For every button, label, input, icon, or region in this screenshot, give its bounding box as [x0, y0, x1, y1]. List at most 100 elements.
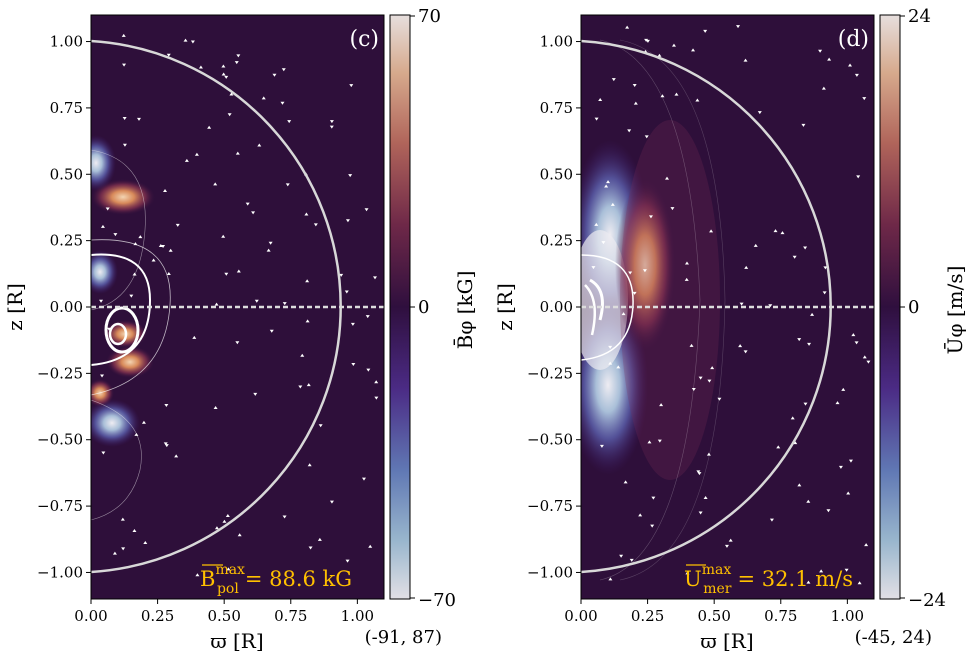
- arrow-marker: [132, 529, 137, 533]
- arrow-marker: [184, 158, 189, 162]
- arrow-marker: [862, 355, 867, 359]
- field-features: [91, 135, 171, 521]
- arrow-marker: [848, 63, 853, 67]
- arrow-marker: [801, 123, 806, 127]
- feature-blob: [620, 120, 720, 480]
- arrow-marker: [254, 299, 259, 303]
- y-tick-label: −0.75: [37, 497, 83, 515]
- y-tick-label: −0.25: [37, 364, 83, 382]
- arrow-marker: [659, 403, 664, 407]
- arrow-marker: [601, 241, 606, 245]
- arrow-marker: [629, 558, 634, 562]
- y-tick-label: −0.50: [527, 431, 573, 449]
- arrow-marker: [691, 387, 696, 391]
- arrow-marker: [633, 101, 638, 105]
- y-axis-label: z [R]: [493, 283, 517, 331]
- arrow-marker: [198, 65, 203, 69]
- arrow-marker: [819, 569, 824, 573]
- arrow-marker: [665, 176, 670, 180]
- arrow-marker: [608, 577, 613, 581]
- field-line: [584, 284, 597, 336]
- arrow-marker: [101, 451, 106, 455]
- field-line: [91, 399, 142, 521]
- arrow-marker: [366, 368, 371, 372]
- arrow-marker: [161, 244, 166, 248]
- arrow-marker: [780, 231, 785, 235]
- arrow-marker: [717, 397, 722, 401]
- arrow-marker: [305, 319, 310, 323]
- arrow-marker: [226, 567, 231, 571]
- arrow-marker: [313, 223, 318, 227]
- arrow-marker: [166, 53, 171, 57]
- arrow-marker: [234, 61, 239, 65]
- arrow-marker: [625, 25, 630, 29]
- arrow-marker: [604, 184, 609, 188]
- arrow-marker: [627, 129, 632, 133]
- arrow-marker: [304, 212, 309, 216]
- arrow-marker: [806, 580, 811, 584]
- arrow-marker: [374, 380, 379, 384]
- x-tick-label: 0.75: [274, 607, 307, 625]
- arrow-marker: [287, 120, 292, 124]
- arrow-marker: [709, 229, 714, 233]
- arrow-marker: [611, 78, 616, 82]
- arrow-marker: [844, 568, 849, 572]
- arrow-marker: [221, 64, 226, 68]
- value-range: (-91, 87): [365, 627, 442, 648]
- arrow-marker: [214, 302, 219, 306]
- arrow-marker: [792, 255, 797, 259]
- arrow-marker: [158, 243, 163, 247]
- arrow-marker: [235, 151, 240, 155]
- arrow-marker: [257, 143, 262, 147]
- x-tick-label: 0.50: [697, 607, 730, 625]
- arrow-marker: [623, 480, 628, 484]
- arrow-marker: [594, 222, 599, 226]
- x-tick-label: 0.00: [74, 607, 107, 625]
- arrow-marker: [285, 183, 290, 187]
- y-tick-label: 0.50: [50, 165, 83, 183]
- arrow-marker: [606, 180, 611, 184]
- arrow-marker: [803, 246, 808, 250]
- arrow-marker: [703, 29, 708, 33]
- arrow-marker: [268, 241, 273, 245]
- x-tick-label: 0.00: [564, 607, 597, 625]
- arrow-marker: [797, 338, 802, 342]
- arrow-marker: [163, 188, 168, 192]
- arrow-marker: [697, 472, 702, 476]
- panel-c: (c) Bmax pol = 88.6 kG 0.00 0.25 0.50 0.75 1.0…: [3, 6, 477, 653]
- arrow-marker: [349, 84, 354, 88]
- arrow-marker: [857, 581, 862, 585]
- arrow-marker: [835, 401, 840, 405]
- arrow-marker: [821, 86, 826, 90]
- arrow-marker: [736, 25, 741, 29]
- field-line: [589, 278, 604, 321]
- field-line: [91, 149, 146, 311]
- arrow-marker: [739, 302, 744, 306]
- arrow-marker: [122, 143, 127, 147]
- arrow-marker: [245, 202, 250, 206]
- arrow-marker: [237, 533, 242, 537]
- max-annotation: Umax mer = 32.1 m/s: [684, 562, 853, 597]
- x-tick-label: 0.50: [207, 607, 240, 625]
- arrow-marker: [689, 343, 694, 347]
- arrow-marker: [743, 350, 748, 354]
- x-axis-label: ϖ [R]: [210, 629, 263, 653]
- arrow-marker: [696, 470, 701, 474]
- arrow-marker: [608, 361, 613, 365]
- arrow-marker: [344, 290, 349, 294]
- arrow-marker: [707, 379, 712, 383]
- arrow-marker: [594, 117, 599, 121]
- arrow-marker: [195, 573, 200, 577]
- arrow-marker: [329, 500, 334, 504]
- y-tick-label: 0.50: [540, 165, 573, 183]
- panel-d: (d) Umax mer = 32.1 m/s 0.00 0.25 0.50 0.75 1.…: [493, 6, 967, 653]
- arrow-marker: [329, 125, 334, 129]
- arrow-marker: [112, 551, 117, 555]
- arrow-marker: [339, 273, 344, 277]
- arrow-marker: [743, 58, 748, 62]
- arrow-marker: [628, 271, 633, 275]
- arrow-marker: [272, 73, 277, 77]
- value-range: (-45, 24): [855, 627, 932, 648]
- feature-blob: [91, 250, 118, 294]
- arrow-marker: [351, 362, 356, 366]
